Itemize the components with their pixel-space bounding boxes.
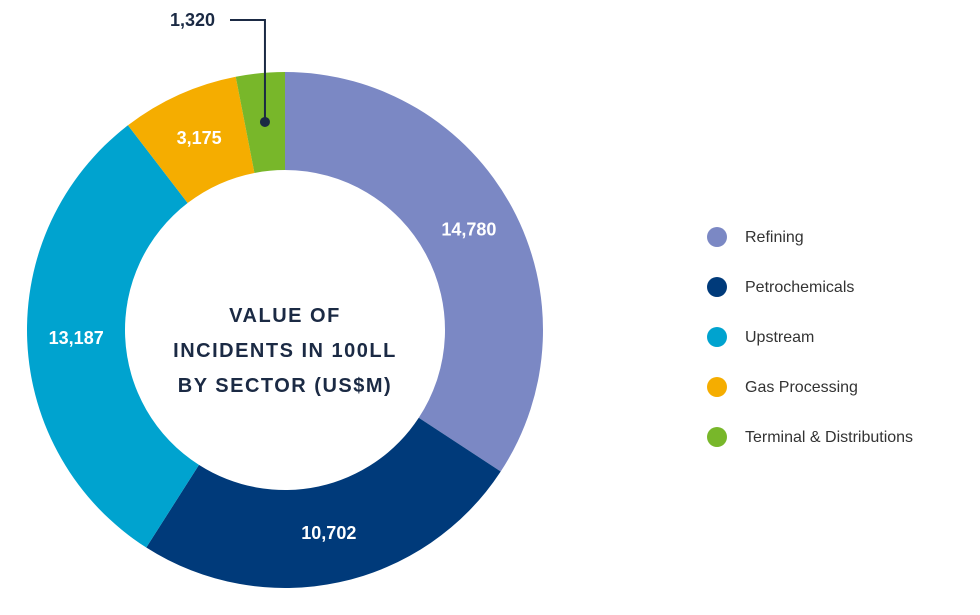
- data-label: 10,702: [301, 523, 356, 543]
- callout-line: [230, 19, 266, 122]
- legend-swatch: [707, 427, 727, 447]
- donut-slice: [27, 125, 199, 548]
- legend-swatch: [707, 327, 727, 347]
- data-label: 1,320: [170, 10, 215, 30]
- legend-label: Terminal & Distributions: [745, 429, 913, 446]
- legend-label: Upstream: [745, 329, 814, 346]
- donut-slice: [127, 76, 255, 204]
- legend-swatch: [707, 227, 727, 247]
- donut-slice: [285, 72, 543, 472]
- legend-label: Petrochemicals: [745, 279, 854, 296]
- legend-swatch: [707, 377, 727, 397]
- data-label: 14,780: [441, 219, 496, 239]
- legend-label: Refining: [745, 229, 804, 246]
- legend-label: Gas Processing: [745, 379, 858, 396]
- chart-title: VALUE OF INCIDENTS IN 100LL BY SECTOR (U…: [173, 304, 397, 397]
- data-label: 3,175: [177, 128, 222, 148]
- data-label: 13,187: [49, 328, 104, 348]
- donut-slice: [146, 417, 501, 588]
- legend-swatch: [707, 277, 727, 297]
